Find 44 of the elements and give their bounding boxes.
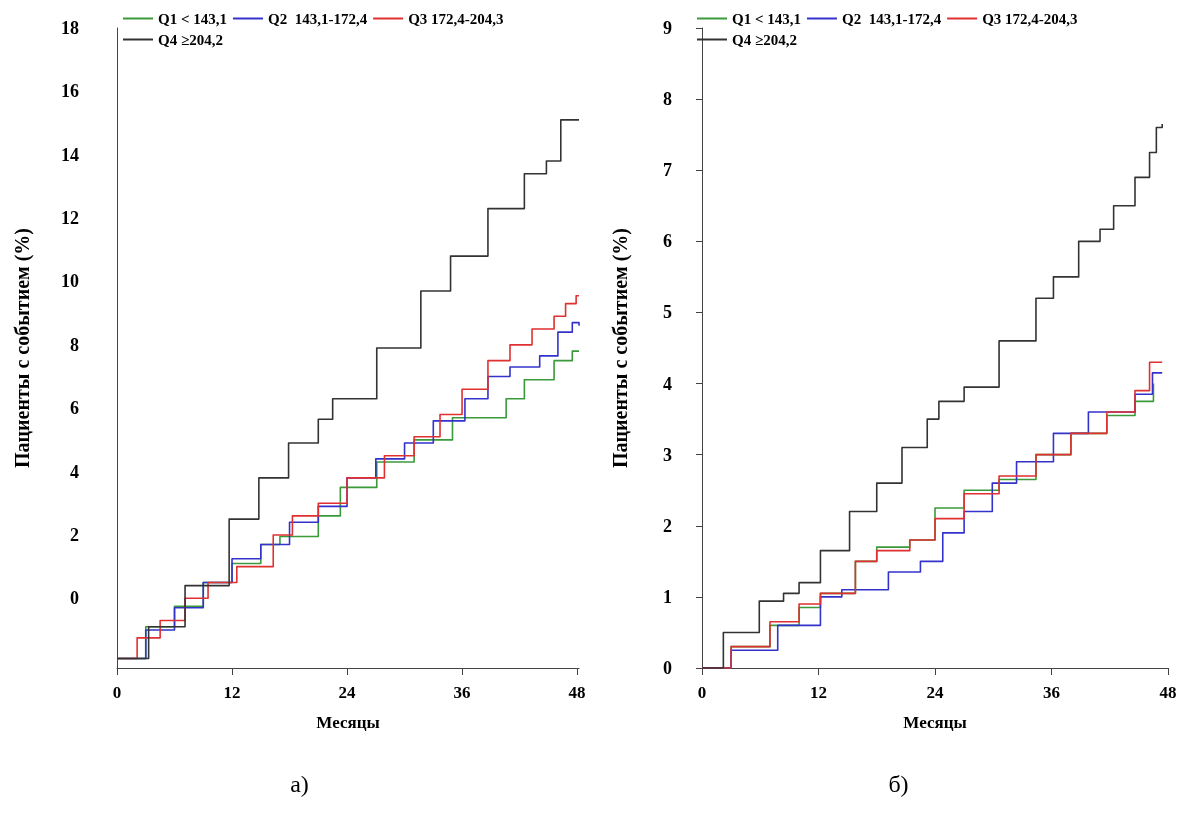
- x-tick-label: 12: [223, 683, 241, 702]
- x-tick-label: 36: [453, 683, 471, 702]
- legend-label: Q3 172,4-204,3: [982, 10, 1078, 27]
- y-tick-label: 8: [70, 334, 79, 355]
- legend-label: Q1 < 143,1: [158, 10, 227, 27]
- x-axis-title: Месяцы: [903, 713, 967, 732]
- legend-label: Q1 < 143,1: [732, 10, 801, 27]
- x-tick-label: 12: [810, 683, 827, 702]
- x-tick-label: 24: [926, 683, 944, 702]
- legend-label: Q2 143,1-172,4: [841, 10, 942, 27]
- y-tick-label: 5: [663, 302, 672, 323]
- y-tick-label: 8: [663, 89, 672, 110]
- x-tick-label: 48: [1159, 683, 1177, 702]
- x-tick-label: 24: [338, 683, 357, 702]
- y-tick-label: 3: [663, 444, 672, 465]
- text: а): [290, 771, 309, 797]
- legend-label: Q3 172,4-204,3: [408, 10, 504, 27]
- x-tick-label: 36: [1043, 683, 1060, 702]
- y-axis-title: Пациенты с событием (%): [11, 228, 34, 468]
- y-tick-label: 7: [663, 160, 672, 181]
- x-tick-label: 0: [112, 683, 122, 702]
- x-tick-label: 0: [697, 683, 707, 702]
- y-tick-label: 2: [70, 524, 79, 545]
- legend-label: Q4 ≥204,2: [732, 31, 797, 48]
- y-tick-label: 6: [70, 398, 79, 419]
- y-tick-label: 18: [61, 18, 79, 38]
- y-tick-label: 1: [663, 586, 672, 607]
- y-tick-label: 4: [663, 373, 672, 394]
- legend-label: Q2 143,1-172,4: [267, 10, 368, 27]
- x-tick-label: 48: [568, 683, 586, 702]
- text: б): [888, 771, 909, 797]
- y-tick-label: 16: [61, 81, 79, 102]
- y-tick-label: 14: [61, 144, 79, 165]
- legend-label: Q4 ≥204,2: [158, 31, 223, 48]
- y-tick-label: 0: [70, 588, 79, 609]
- y-axis-title: Пациенты с событием (%): [609, 228, 632, 468]
- y-tick-label: 2: [663, 515, 672, 536]
- x-axis-title: Месяцы: [316, 713, 380, 732]
- y-tick-label: 0: [663, 658, 672, 678]
- y-tick-label: 9: [663, 18, 672, 38]
- y-tick-label: 12: [61, 208, 79, 229]
- y-tick-label: 10: [61, 271, 79, 292]
- y-tick-label: 4: [70, 461, 79, 482]
- y-tick-label: 6: [663, 231, 672, 252]
